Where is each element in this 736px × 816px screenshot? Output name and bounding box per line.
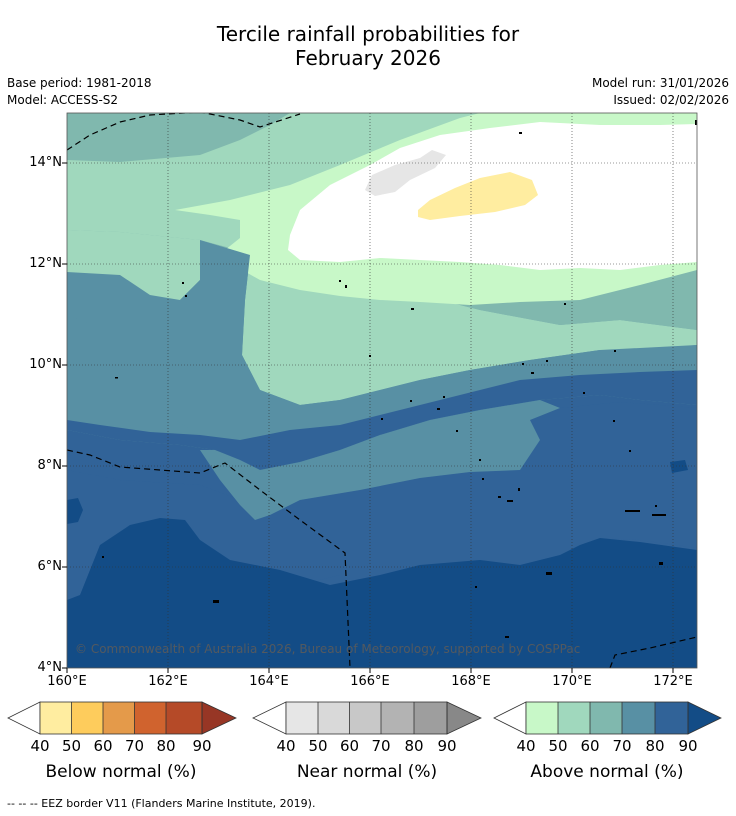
near-tick-50: 50 bbox=[308, 737, 328, 755]
near-tick-60: 60 bbox=[339, 737, 360, 755]
above-normal-title: Above normal (%) bbox=[530, 762, 684, 782]
above-tick-70: 70 bbox=[612, 737, 632, 755]
above-tick-40: 40 bbox=[516, 737, 536, 755]
copyright-notice: © Commonwealth of Australia 2026, Bureau… bbox=[75, 642, 580, 656]
near-tick-70: 70 bbox=[371, 737, 391, 755]
lat-label-4: 4°N bbox=[37, 660, 63, 675]
below-tick-90: 90 bbox=[192, 737, 212, 755]
colorbar-below-max-arrow bbox=[201, 701, 237, 735]
colorbar-near-bin-3 bbox=[349, 702, 381, 734]
islands bbox=[102, 120, 697, 638]
lon-label-168: 168°E bbox=[451, 674, 491, 689]
base-period: Base period: 1981-2018 bbox=[7, 76, 152, 90]
colorbar-above-bin-2 bbox=[558, 702, 590, 734]
band-70-mid bbox=[200, 400, 560, 520]
above-tick-80: 80 bbox=[645, 737, 665, 755]
axis-ticks bbox=[62, 162, 674, 673]
colorbar-below-bin-4 bbox=[134, 702, 166, 734]
near-normal-patch bbox=[365, 150, 446, 196]
lon-label-170: 170°E bbox=[552, 674, 592, 689]
colorbar-near-bin-4 bbox=[381, 702, 414, 734]
lon-label-164: 164°E bbox=[249, 674, 289, 689]
probability-map: © Commonwealth of Australia 2026, Bureau… bbox=[67, 113, 697, 668]
colorbar-near-bin-1 bbox=[286, 702, 318, 734]
band-80-mid bbox=[67, 402, 697, 600]
model-name: Model: ACCESS-S2 bbox=[7, 93, 119, 107]
lat-label-6: 6°N bbox=[37, 559, 63, 574]
lon-label-162: 162°E bbox=[148, 674, 188, 689]
colorbar-below-min-arrow bbox=[7, 701, 41, 735]
above-tick-50: 50 bbox=[548, 737, 568, 755]
below-tick-50: 50 bbox=[61, 737, 82, 755]
colorbar-near-bin-2 bbox=[318, 702, 350, 734]
map-title: Tercile rainfall probabilities for Febru… bbox=[0, 22, 736, 70]
colorbar-above-max-arrow bbox=[687, 701, 722, 735]
below-tick-80: 80 bbox=[156, 737, 176, 755]
lon-label-166: 166°E bbox=[350, 674, 390, 689]
near-normal-title: Near normal (%) bbox=[296, 762, 438, 782]
colorbar-above-bin-5 bbox=[655, 702, 688, 734]
lat-label-12: 12°N bbox=[29, 256, 62, 271]
graticule bbox=[67, 113, 697, 668]
lat-label-8: 8°N bbox=[37, 458, 63, 473]
above-tick-60: 60 bbox=[580, 737, 600, 755]
colorbar-near-min-arrow bbox=[252, 701, 287, 735]
band-90 bbox=[67, 518, 697, 668]
above-tick-90: 90 bbox=[678, 737, 698, 755]
band-90-spot-right bbox=[670, 460, 688, 473]
title-line-1: Tercile rainfall probabilities for bbox=[216, 22, 520, 46]
colorbar-below-bin-1 bbox=[40, 702, 72, 734]
colorbar-below-bin-3 bbox=[103, 702, 135, 734]
colorbar-above bbox=[493, 701, 722, 735]
band-70-left bbox=[67, 315, 200, 435]
eez-border bbox=[67, 113, 697, 668]
colorbar-below-bin-2 bbox=[71, 702, 103, 734]
colorbar-near-bin-5 bbox=[414, 702, 447, 734]
below-tick-40: 40 bbox=[30, 737, 50, 755]
lat-label-14: 14°N bbox=[29, 155, 62, 170]
below-tick-70: 70 bbox=[124, 737, 145, 755]
colorbar-above-bin-3 bbox=[590, 702, 622, 734]
below-normal-title: Below normal (%) bbox=[45, 762, 197, 782]
colorbar-below-bin-5 bbox=[166, 702, 202, 734]
issued-date: Issued: 02/02/2026 bbox=[613, 93, 729, 107]
colorbar-above-bin-1 bbox=[526, 702, 558, 734]
eez-footnote: -- -- -- EEZ border V11 (Flanders Marine… bbox=[7, 797, 316, 810]
below-tick-60: 60 bbox=[93, 737, 113, 755]
lon-label-172: 172°E bbox=[653, 674, 693, 689]
lat-label-10: 10°N bbox=[29, 357, 62, 372]
lon-label-160: 160°E bbox=[47, 674, 87, 689]
below-normal-patch bbox=[418, 172, 538, 220]
band-70-upper-right bbox=[165, 240, 697, 440]
colorbar-above-min-arrow bbox=[493, 701, 527, 735]
meta-left: Base period: 1981-2018 Model: ACCESS-S2 bbox=[7, 75, 152, 109]
near-tick-80: 80 bbox=[404, 737, 424, 755]
band-90-spot bbox=[67, 498, 83, 524]
colorbar-below bbox=[7, 701, 237, 735]
colorbar-above-bin-4 bbox=[622, 702, 655, 734]
colorbar-near bbox=[252, 701, 482, 735]
meta-right: Model run: 31/01/2026 Issued: 02/02/2026 bbox=[592, 75, 729, 109]
band-50-left bbox=[67, 230, 200, 300]
title-line-2: February 2026 bbox=[295, 46, 441, 70]
near-tick-40: 40 bbox=[276, 737, 296, 755]
near-tick-90: 90 bbox=[437, 737, 457, 755]
band-50-lower bbox=[67, 230, 697, 405]
model-run: Model run: 31/01/2026 bbox=[591, 76, 729, 90]
map-frame bbox=[66, 112, 698, 669]
colorbar-near-max-arrow bbox=[446, 701, 482, 735]
